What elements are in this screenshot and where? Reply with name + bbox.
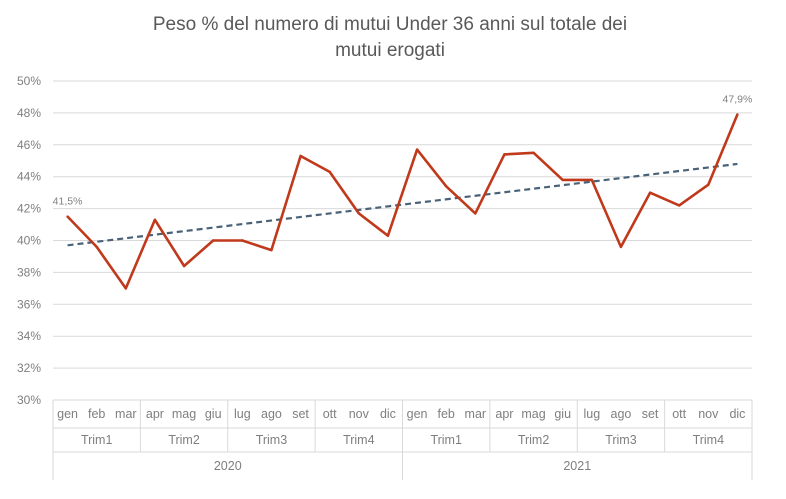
y-tick-label: 46% <box>17 138 41 152</box>
month-tick-label: ago <box>611 407 632 421</box>
quarter-label: Trim1 <box>430 433 462 447</box>
month-tick-label: apr <box>495 407 513 421</box>
month-tick-label: mag <box>521 407 545 421</box>
data-point <box>707 183 710 186</box>
series-line <box>66 113 739 290</box>
data-point <box>561 178 564 182</box>
y-tick-label: 34% <box>17 329 41 343</box>
month-tick-label: set <box>292 407 309 421</box>
data-point <box>590 178 594 182</box>
data-point <box>270 248 273 252</box>
year-label: 2020 <box>214 459 242 473</box>
month-tick-label: giu <box>205 407 222 421</box>
y-axis-ticks: 30% 32% 34% 36% 38% 40% 42% 44% 46% 48% 50% <box>17 74 41 407</box>
grid-lines <box>53 80 752 401</box>
month-tick-label: nov <box>349 407 370 421</box>
month-tick-label: gen <box>57 407 78 421</box>
data-point <box>648 191 652 194</box>
year-label: 2021 <box>563 459 591 473</box>
data-point <box>532 151 535 154</box>
data-label: 47,9% <box>723 93 753 105</box>
y-tick-label: 40% <box>17 234 41 248</box>
month-tick-label: mag <box>172 407 196 421</box>
month-tick-label: dic <box>380 407 396 421</box>
data-point <box>677 204 681 207</box>
data-point <box>474 212 477 215</box>
y-tick-label: 36% <box>17 297 41 311</box>
month-tick-label: feb <box>437 407 454 421</box>
y-tick-label: 38% <box>17 265 41 279</box>
linear-trendline <box>67 162 738 247</box>
series-line <box>66 114 739 290</box>
chart-title-line-1: Peso % del numero di mutui Under 36 anni… <box>153 14 627 35</box>
data-point <box>328 170 331 174</box>
quarter-label: Trim2 <box>168 433 200 447</box>
month-tick-label: feb <box>88 407 105 421</box>
data-point <box>444 185 448 188</box>
data-point <box>357 212 361 215</box>
quarter-label: Trim1 <box>81 433 113 447</box>
data-point <box>241 239 244 242</box>
data-point <box>415 148 419 151</box>
quarter-label: Trim3 <box>605 433 637 447</box>
month-tick-label: giu <box>554 407 571 421</box>
month-tick-label: set <box>642 407 659 421</box>
data-point <box>153 218 157 221</box>
month-tick-label: nov <box>698 407 719 421</box>
data-point <box>736 113 739 116</box>
quarter-label: Trim4 <box>693 433 725 447</box>
data-point <box>95 245 98 249</box>
category-axis: gen feb mar apr mag giu lug ago set ott nov dic gen f… <box>52 400 753 480</box>
month-tick-label: ago <box>261 407 282 421</box>
data-point <box>386 234 390 237</box>
data-point <box>182 264 186 268</box>
y-tick-label: 30% <box>17 393 41 407</box>
y-tick-label: 50% <box>17 74 41 88</box>
month-tick-label: lug <box>583 407 600 421</box>
chart-title-line-2: mutui erogati <box>335 40 445 61</box>
month-tick-label: gen <box>407 407 428 421</box>
data-point <box>66 215 69 218</box>
trendline <box>67 162 738 247</box>
data-labels: 41,5% 47,9% <box>53 93 753 207</box>
y-tick-label: 32% <box>17 361 41 375</box>
y-tick-label: 48% <box>17 106 41 120</box>
quarter-label: Trim2 <box>518 433 550 447</box>
quarter-label: Trim3 <box>256 433 288 447</box>
y-tick-label: 42% <box>17 202 41 216</box>
month-tick-label: dic <box>729 407 745 421</box>
month-tick-label: ott <box>672 407 686 421</box>
month-tick-label: mar <box>115 407 137 421</box>
data-point <box>124 287 128 290</box>
data-label: 41,5% <box>53 196 83 208</box>
month-tick-label: mar <box>465 407 487 421</box>
data-point <box>299 154 302 158</box>
month-tick-label: ott <box>323 407 337 421</box>
data-point <box>619 245 623 249</box>
data-point <box>211 239 215 242</box>
month-tick-label: lug <box>234 407 251 421</box>
month-tick-label: apr <box>146 407 164 421</box>
quarter-label: Trim4 <box>343 433 375 447</box>
y-tick-label: 44% <box>17 170 41 184</box>
data-point <box>503 153 506 156</box>
